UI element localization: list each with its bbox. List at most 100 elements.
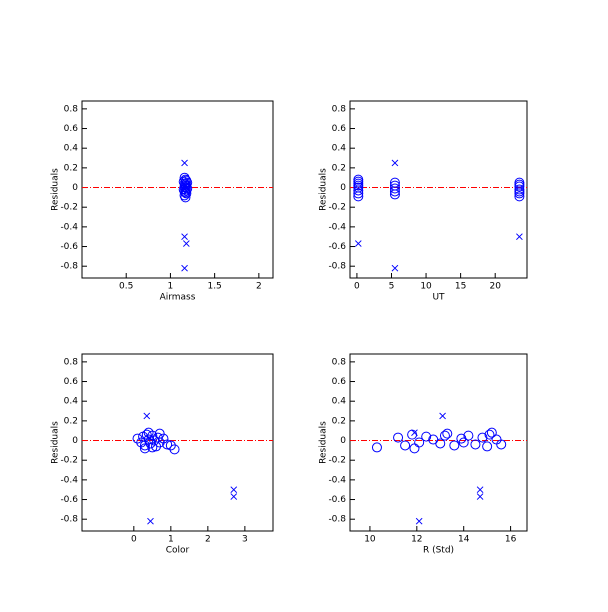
y-tick-label: 0.6 <box>64 377 79 387</box>
point <box>154 437 165 448</box>
point <box>371 442 382 453</box>
x-tick-label: 2 <box>256 282 262 292</box>
point <box>415 517 423 525</box>
point <box>439 430 450 441</box>
point <box>179 186 190 197</box>
point <box>514 181 525 192</box>
point <box>180 192 191 203</box>
y-tick-label: 0.4 <box>332 144 347 154</box>
y-tick-label: 0 <box>72 183 78 193</box>
point <box>149 435 160 446</box>
x-tick-label: 15 <box>455 282 466 292</box>
y-tick-label: 0.2 <box>64 163 78 173</box>
point <box>143 412 151 420</box>
point <box>181 159 188 167</box>
y-tick-label: 0.4 <box>64 397 79 407</box>
y-tick-label: 0.8 <box>332 104 347 114</box>
point <box>449 440 460 451</box>
x-tick-label: 14 <box>458 535 470 545</box>
panel: -0.8 -0.6 -0.4 -0.2 0 0.2 0.4 0.6 0.8 0 1 2 3 Color Re… <box>51 353 274 556</box>
y-tick-label: -0.8 <box>60 515 78 525</box>
point <box>484 429 495 440</box>
y-tick-label: -0.4 <box>328 222 346 232</box>
x-axis-label: UT <box>432 293 445 303</box>
x-tick-label: 10 <box>420 282 432 292</box>
y-tick-label: -0.4 <box>328 475 346 485</box>
y-tick-label: -0.4 <box>60 475 78 485</box>
plot-frame <box>81 353 274 532</box>
y-tick-label: 0.6 <box>64 124 79 134</box>
y-axis-label: Residuals <box>51 168 61 211</box>
point <box>391 159 399 167</box>
point <box>442 428 453 439</box>
point <box>181 264 188 272</box>
point <box>179 190 190 201</box>
y-tick-label: 0 <box>340 183 346 193</box>
y-tick-label: 0.4 <box>64 144 79 154</box>
point <box>411 429 418 437</box>
point <box>230 486 238 494</box>
point <box>230 493 238 500</box>
y-tick-label: 0.4 <box>332 397 347 407</box>
y-tick-label: 0.8 <box>64 104 79 114</box>
point <box>353 188 364 199</box>
y-tick-label: -0.6 <box>328 242 346 252</box>
point <box>139 443 150 454</box>
x-tick-label: 2 <box>205 535 211 545</box>
point <box>463 430 474 441</box>
point <box>162 439 173 450</box>
point <box>181 185 192 196</box>
y-tick-label: 0 <box>340 436 346 446</box>
point <box>141 429 152 440</box>
point <box>389 189 400 200</box>
point <box>516 233 523 241</box>
x-tick-label: 1.5 <box>207 282 221 292</box>
y-tick-label: -0.6 <box>328 495 346 505</box>
x-tick-label: 12 <box>411 535 422 545</box>
x-tick-label: 1 <box>168 535 174 545</box>
point <box>389 186 400 197</box>
point <box>165 440 176 451</box>
panel: -0.8 -0.6 -0.4 -0.2 0 0.2 0.4 0.6 0.8 0.5 1 1.5 2 Air… <box>51 100 274 303</box>
panel: -0.8 -0.6 -0.4 -0.2 0 0.2 0.4 0.6 0.8 0 5 10 15 20 UT R… <box>319 100 528 303</box>
point <box>181 188 192 199</box>
y-tick-label: 0 <box>72 436 78 446</box>
plot-frame <box>349 100 528 279</box>
point <box>400 440 411 451</box>
y-axis-label: Residuals <box>319 168 329 211</box>
panel: -0.8 -0.6 -0.4 -0.2 0 0.2 0.4 0.6 0.8 10 12 14 16 R (… <box>319 353 528 556</box>
x-tick-label: 20 <box>489 282 501 292</box>
point <box>147 517 154 525</box>
point <box>439 412 446 420</box>
point <box>486 427 497 438</box>
point <box>514 188 525 199</box>
y-tick-label: 0.8 <box>64 357 79 367</box>
x-axis-label: Color <box>166 546 190 556</box>
y-tick-label: -0.6 <box>60 242 78 252</box>
x-tick-label: 0 <box>354 282 360 292</box>
point <box>435 438 446 449</box>
x-tick-label: 0 <box>131 535 137 545</box>
y-tick-label: 0.6 <box>332 377 347 387</box>
point <box>477 432 488 443</box>
point <box>182 240 190 247</box>
y-tick-label: 0.2 <box>332 416 346 426</box>
plot-frame <box>349 353 528 532</box>
y-tick-label: -0.2 <box>328 456 346 466</box>
y-tick-label: -0.4 <box>60 222 78 232</box>
x-tick-label: 16 <box>505 535 517 545</box>
point <box>353 191 364 202</box>
point <box>353 185 364 196</box>
point <box>147 430 158 441</box>
point <box>470 439 481 450</box>
y-axis-label: Residuals <box>319 421 329 464</box>
y-tick-label: -0.8 <box>328 262 346 272</box>
x-tick-label: 10 <box>364 535 376 545</box>
point <box>476 486 484 494</box>
y-tick-label: 0.2 <box>332 163 346 173</box>
point <box>158 433 169 444</box>
point <box>389 183 400 194</box>
point <box>169 444 180 455</box>
y-tick-label: 0.2 <box>64 416 78 426</box>
